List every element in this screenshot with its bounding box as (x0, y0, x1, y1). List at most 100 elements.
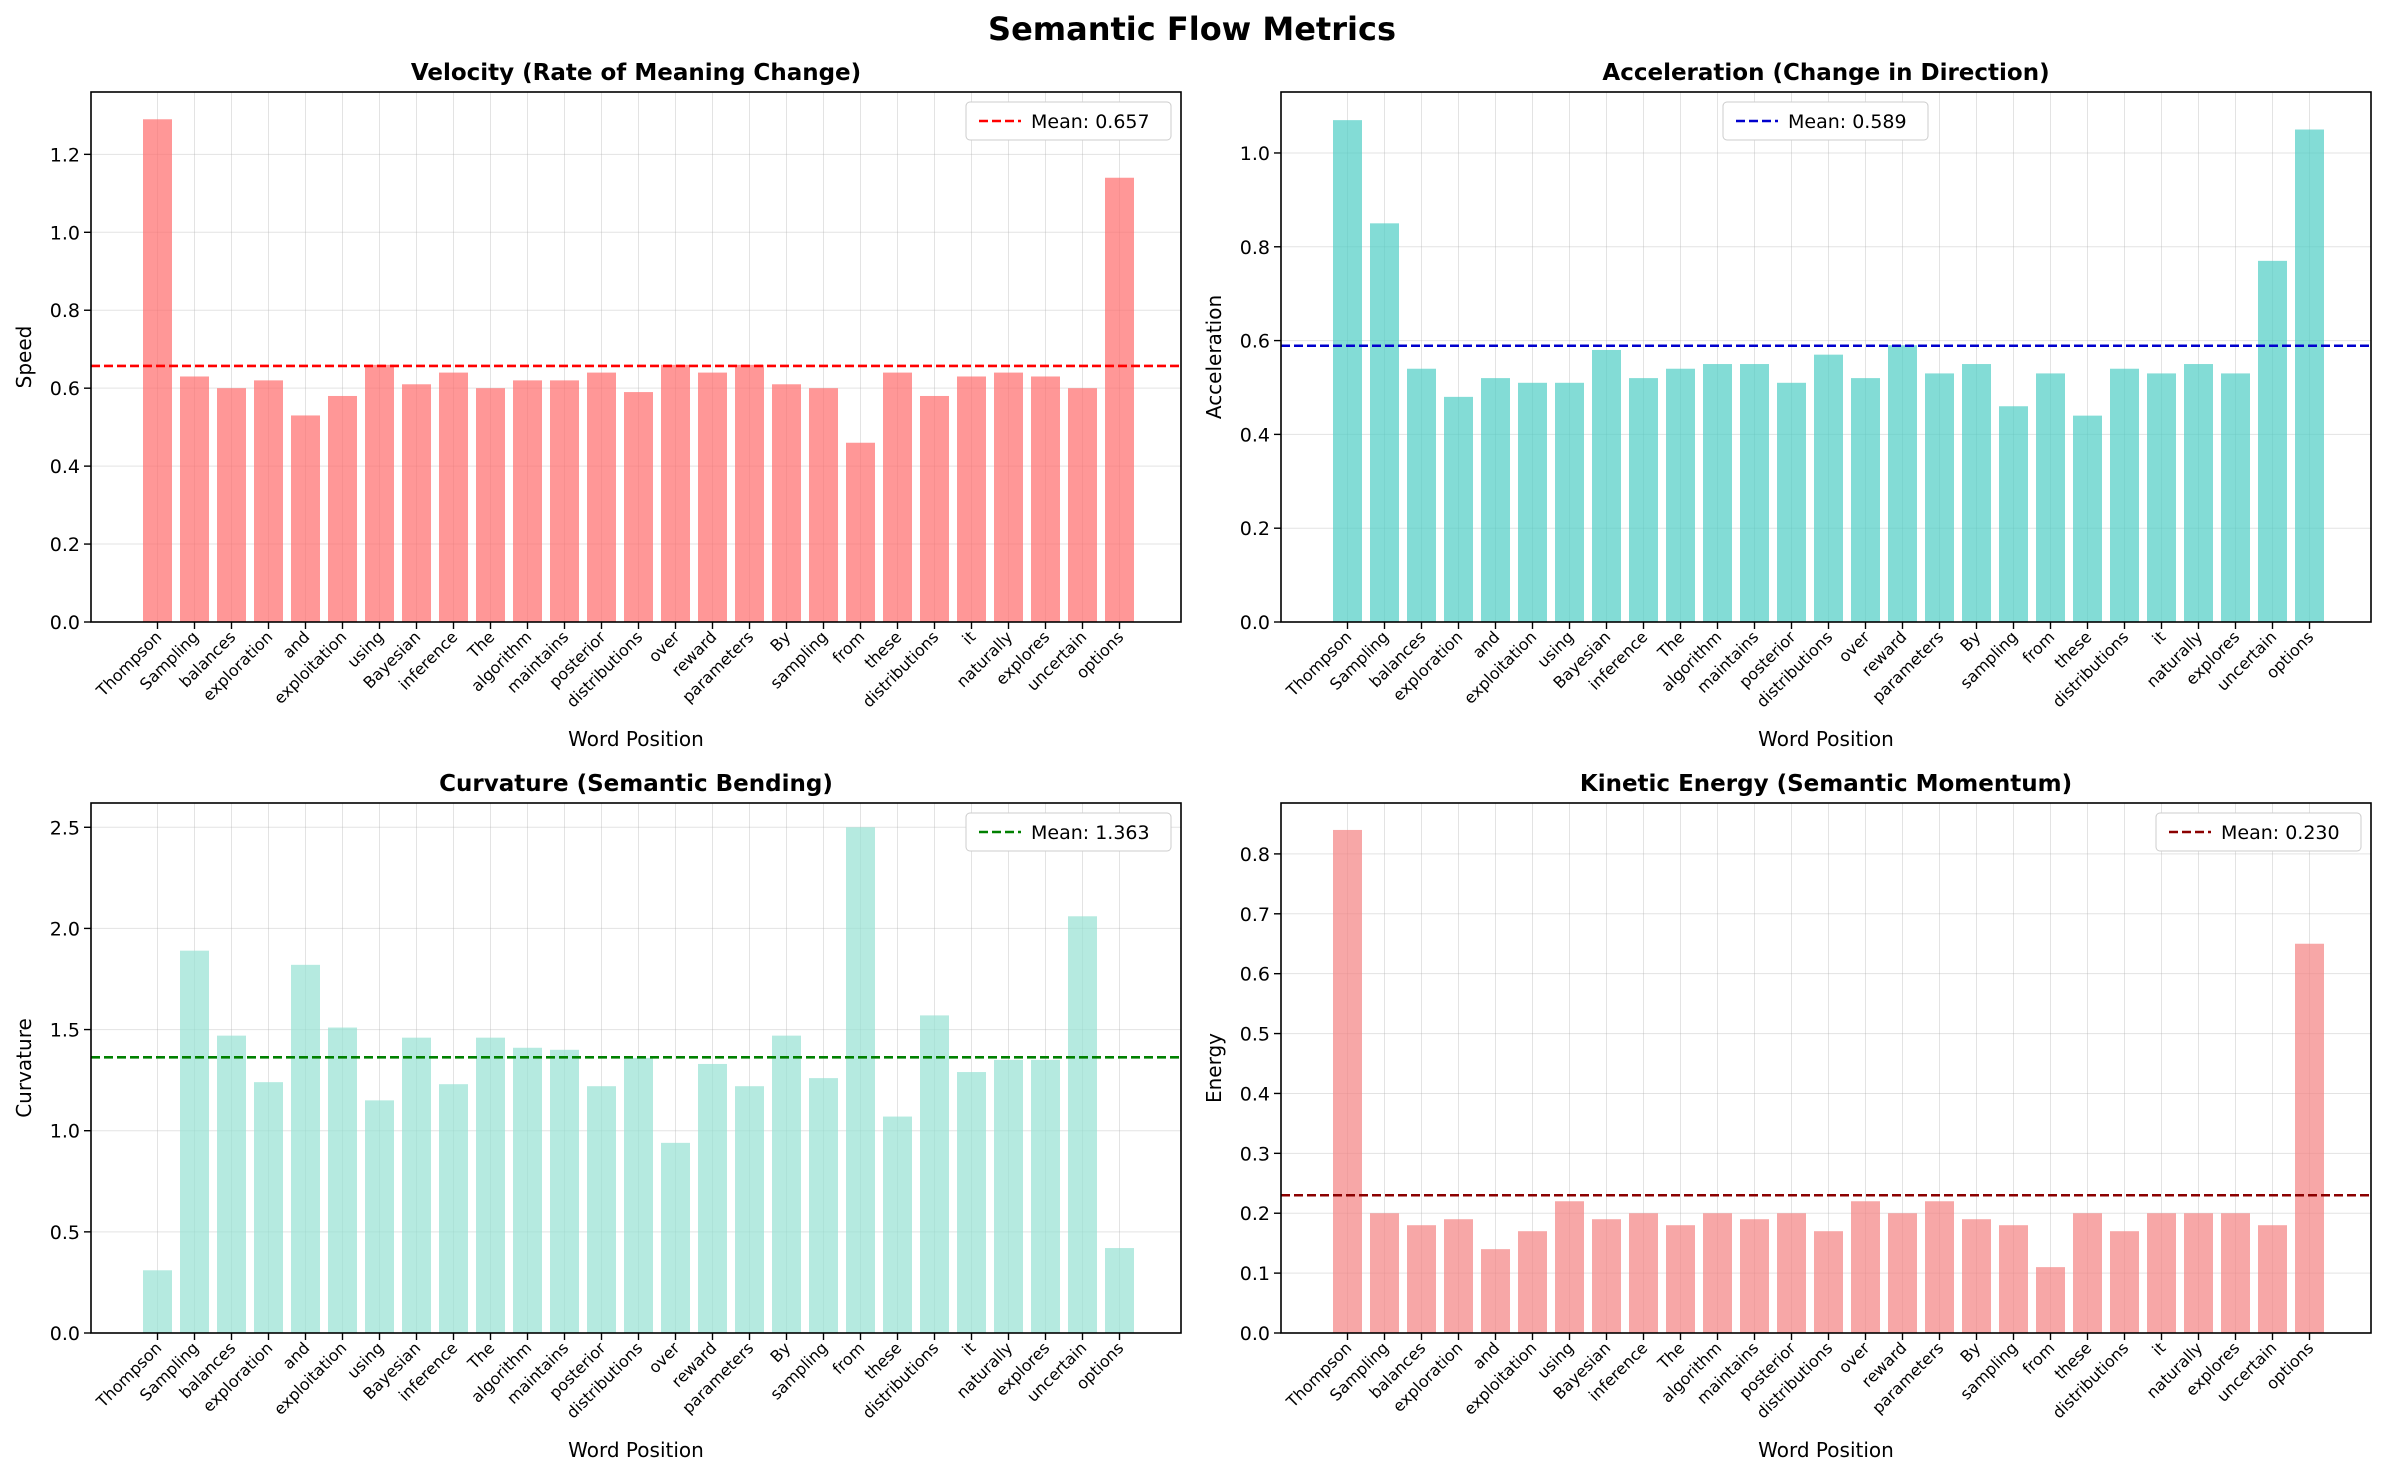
panel-acceleration: Acceleration (Change in Direction) 0.00.… (1202, 60, 2372, 751)
y-tick-label: 0.4 (1240, 424, 1270, 446)
bar (957, 1072, 986, 1333)
bar (883, 1116, 912, 1333)
bar (365, 364, 394, 622)
bar (2073, 415, 2102, 622)
bar (1407, 1225, 1436, 1333)
bar (2147, 373, 2176, 622)
bar (2221, 373, 2250, 622)
bar (1333, 120, 1362, 622)
panel-title: Kinetic Energy (Semantic Momentum) (1580, 771, 2072, 797)
bar (2184, 364, 2213, 622)
legend-box (2155, 812, 2362, 852)
bar (846, 442, 875, 622)
x-tick-label: it (958, 1338, 979, 1359)
bar (143, 1270, 172, 1333)
bar (2295, 943, 2324, 1333)
bar (1666, 368, 1695, 622)
bar (1031, 376, 1060, 622)
legend-label: Mean: 0.589 (1788, 111, 1907, 133)
y-tick-label: 0.6 (1240, 964, 1270, 986)
y-axis-label: Speed (12, 326, 36, 389)
x-axis-label: Word Position (1758, 1438, 1894, 1462)
y-ticks: 0.0 0.1 0.2 0.3 0.4 0.5 0.6 0.7 0.8 (1240, 844, 1281, 1345)
x-tick-label: it (2148, 627, 2169, 648)
bar (2258, 1225, 2287, 1333)
y-axis-label: Curvature (12, 1018, 36, 1118)
bar (476, 388, 505, 622)
bar (920, 1015, 949, 1333)
y-tick-label: 0.2 (1240, 518, 1270, 540)
bar (513, 380, 542, 622)
figure-title: Semantic Flow Metrics (988, 10, 1396, 48)
legend: Mean: 0.657 (965, 101, 1172, 141)
bar (1888, 345, 1917, 622)
panel-kinetic-energy: Kinetic Energy (Semantic Momentum) 0.00.… (1202, 771, 2372, 1462)
bar (439, 1084, 468, 1333)
bar (291, 415, 320, 622)
bar (2147, 1213, 2176, 1333)
bar (550, 380, 579, 622)
bar (994, 372, 1023, 622)
y-tick-label: 1.0 (1240, 143, 1270, 165)
plot-frame (1280, 91, 2372, 623)
bar (1592, 1219, 1621, 1333)
panel-title: Acceleration (Change in Direction) (1602, 60, 2049, 86)
bar-group (143, 119, 1134, 622)
bar-group (143, 827, 1134, 1333)
plot-frame (90, 91, 1182, 623)
y-tick-label: 0.6 (50, 378, 80, 400)
bar (2184, 1213, 2213, 1333)
bar (1629, 1213, 1658, 1333)
bar (2073, 1213, 2102, 1333)
x-tick-label: By (1956, 1338, 1984, 1366)
y-ticks: 0.0 0.2 0.4 0.6 0.8 1.0 1.2 (50, 144, 91, 634)
legend-label: Mean: 0.657 (1031, 111, 1150, 133)
y-ticks: 0.0 0.5 1.0 1.5 2.0 2.5 (50, 817, 91, 1345)
bar (1777, 382, 1806, 622)
bar (587, 1086, 616, 1333)
bar (1555, 382, 1584, 622)
bar (1999, 1225, 2028, 1333)
bar (772, 384, 801, 622)
bar (624, 392, 653, 622)
bar (1740, 364, 1769, 622)
bar (1518, 1231, 1547, 1333)
bar (1105, 177, 1134, 622)
y-tick-label: 0.0 (50, 1323, 80, 1345)
y-tick-label: 0.2 (1240, 1203, 1270, 1225)
bar (1031, 1059, 1060, 1333)
y-tick-label: 0.8 (1240, 237, 1270, 259)
y-ticks: 0.0 0.2 0.4 0.6 0.8 1.0 (1240, 143, 1281, 634)
bar (402, 1037, 431, 1333)
bar (1592, 349, 1621, 622)
bar (2221, 1213, 2250, 1333)
bar (2110, 368, 2139, 622)
bar (365, 1100, 394, 1333)
legend: Mean: 0.230 (2155, 812, 2362, 852)
bar (1814, 1231, 1843, 1333)
y-tick-label: 0.8 (50, 300, 80, 322)
bar (1962, 1219, 1991, 1333)
bar (476, 1037, 505, 1333)
y-tick-label: 1.0 (50, 1121, 80, 1143)
bar (1962, 364, 1991, 622)
bar (1851, 378, 1880, 622)
x-axis-label: Word Position (568, 727, 704, 751)
bar (1629, 378, 1658, 622)
bar (587, 372, 616, 622)
bar (809, 388, 838, 622)
bar (2258, 260, 2287, 622)
bar (1925, 373, 1954, 622)
bar (1105, 1248, 1134, 1333)
bar (1703, 1213, 1732, 1333)
bar (550, 1049, 579, 1333)
bar (661, 1142, 690, 1333)
legend-box (965, 812, 1172, 852)
bar (846, 827, 875, 1333)
legend-label: Mean: 0.230 (2221, 822, 2340, 844)
y-tick-label: 0.7 (1240, 904, 1270, 926)
y-tick-label: 0.8 (1240, 844, 1270, 866)
panel-title: Velocity (Rate of Meaning Change) (411, 60, 861, 86)
bar (1333, 829, 1362, 1333)
